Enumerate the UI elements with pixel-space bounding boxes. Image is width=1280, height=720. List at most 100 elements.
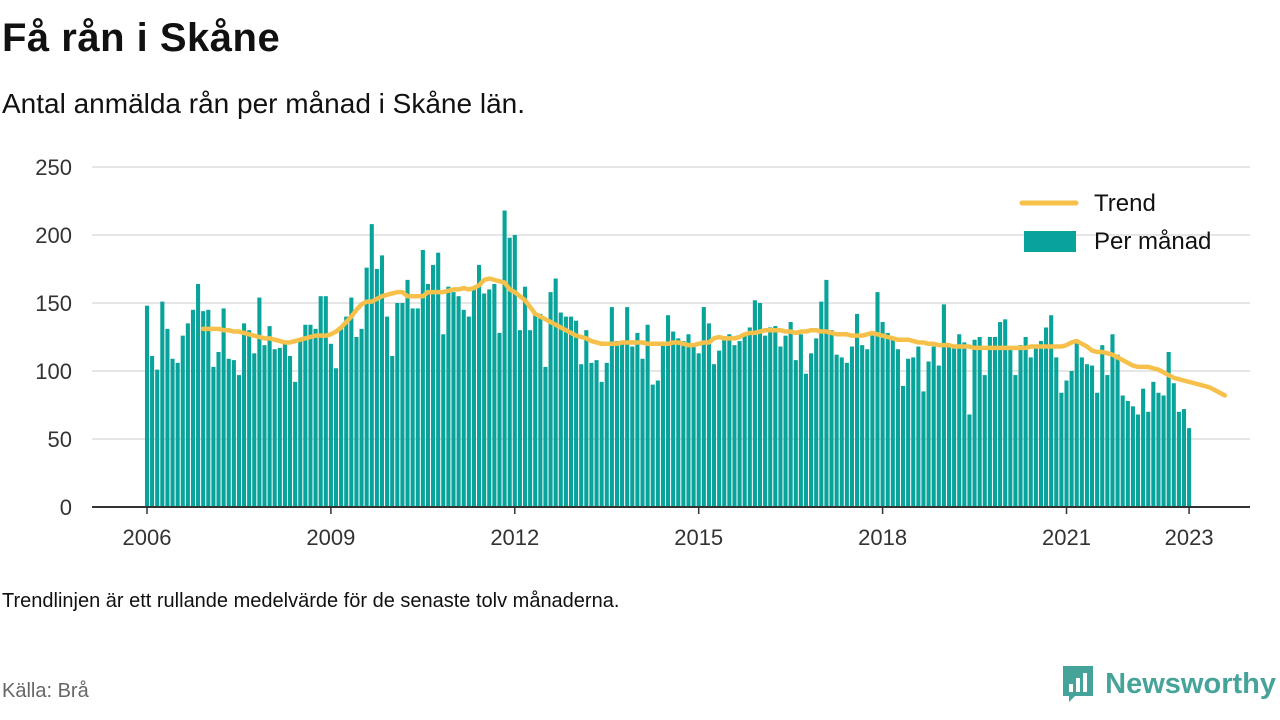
bar: [911, 357, 916, 507]
bar: [1044, 327, 1049, 507]
bar: [752, 300, 757, 507]
bar: [1100, 345, 1105, 507]
bar: [400, 303, 405, 507]
bar: [931, 346, 936, 507]
bar: [604, 362, 609, 507]
x-tick-label: 2023: [1165, 525, 1214, 550]
bar: [1064, 380, 1069, 507]
bar: [216, 351, 221, 507]
bar: [834, 354, 839, 507]
bar: [144, 305, 150, 507]
bar: [395, 303, 400, 507]
y-tick-label: 0: [60, 495, 72, 520]
x-tick-label: 2018: [858, 525, 907, 550]
bar: [1166, 351, 1171, 507]
bar: [425, 283, 430, 507]
bar: [620, 343, 625, 507]
bar: [548, 292, 553, 507]
bar: [788, 322, 793, 507]
bar: [242, 323, 247, 507]
bar: [645, 324, 650, 507]
bar: [839, 357, 844, 507]
bar: [282, 343, 287, 507]
bar: [405, 279, 410, 507]
bar: [696, 353, 701, 507]
bar: [180, 335, 185, 507]
bar: [814, 338, 819, 507]
bar: [257, 297, 262, 507]
bar: [1059, 392, 1064, 507]
bar: [870, 335, 875, 507]
bar: [630, 346, 635, 507]
bar: [579, 364, 584, 507]
bar: [977, 337, 982, 507]
bar: [175, 362, 180, 507]
bar: [998, 322, 1003, 507]
x-tick-label: 2009: [306, 525, 355, 550]
bar: [287, 356, 293, 507]
bar: [941, 304, 946, 507]
bar: [860, 345, 865, 507]
x-tick-label: 2006: [123, 525, 172, 550]
chart-footnote: Trendlinjen är ett rullande medelvärde f…: [2, 590, 620, 612]
bar: [247, 330, 252, 507]
bar: [165, 328, 170, 507]
bar: [655, 380, 660, 507]
bar: [972, 339, 977, 507]
newsworthy-logo-icon: [1063, 666, 1094, 702]
bar: [436, 252, 441, 507]
bar: [855, 313, 860, 507]
x-tick-label: 2021: [1042, 525, 1091, 550]
bar: [1008, 346, 1013, 507]
bar: [155, 369, 160, 507]
bar: [185, 323, 190, 507]
bar: [206, 309, 211, 507]
bar: [1187, 428, 1192, 507]
bar: [374, 269, 379, 507]
bar: [676, 338, 681, 507]
bar: [982, 375, 987, 507]
legend-trend-label: Trend: [1094, 190, 1156, 217]
bar: [1028, 357, 1033, 507]
bar: [946, 345, 952, 507]
bar: [589, 362, 594, 507]
bar: [553, 278, 558, 507]
bar: [967, 414, 972, 507]
bar: [431, 264, 436, 507]
bar: [568, 316, 574, 507]
bar: [441, 334, 446, 507]
bar: [528, 330, 533, 507]
brand-name: Newsworthy: [1105, 667, 1276, 700]
bar: [1049, 315, 1054, 507]
bar: [170, 358, 175, 507]
bar: [226, 358, 231, 507]
bar: [1033, 346, 1038, 507]
bar: [354, 337, 359, 507]
bar: [962, 342, 967, 507]
bar: [369, 224, 374, 507]
bar: [466, 316, 471, 507]
bar: [952, 347, 957, 507]
bar: [895, 349, 900, 507]
bar: [727, 334, 732, 507]
bar: [793, 360, 798, 507]
bar: [231, 360, 236, 507]
bar: [277, 347, 282, 507]
trend-line-layer: [200, 276, 1228, 398]
bar: [666, 315, 671, 507]
bar: [267, 326, 272, 507]
bar: [364, 267, 369, 507]
bar: [1069, 371, 1074, 507]
bar: [272, 349, 277, 507]
bar: [1115, 354, 1120, 507]
bar: [410, 308, 415, 507]
bar: [722, 339, 727, 507]
bar: [1079, 357, 1084, 507]
bar: [614, 341, 620, 507]
bar: [671, 331, 676, 507]
bar: [507, 237, 512, 507]
bar: [773, 326, 778, 507]
y-tick-label: 200: [35, 223, 72, 248]
bar: [1146, 411, 1151, 507]
y-axis-ticks: 0 50 100 150 200 250: [35, 155, 72, 520]
